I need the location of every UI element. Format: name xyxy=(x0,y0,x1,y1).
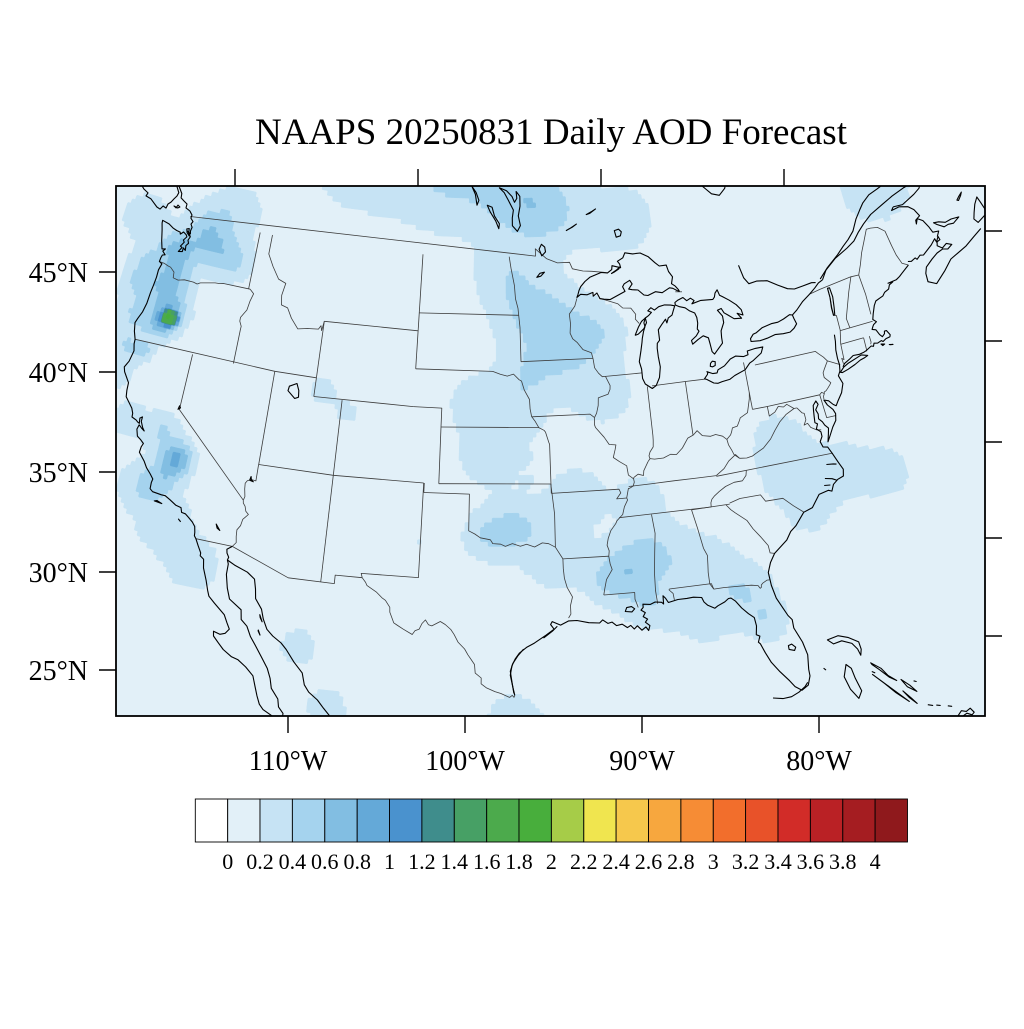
svg-text:0: 0 xyxy=(222,849,233,874)
svg-text:3.6: 3.6 xyxy=(797,849,825,874)
svg-text:100°W: 100°W xyxy=(425,746,505,777)
svg-text:1.4: 1.4 xyxy=(441,849,469,874)
svg-text:25°N: 25°N xyxy=(29,656,88,687)
svg-text:2.2: 2.2 xyxy=(570,849,598,874)
svg-text:3.4: 3.4 xyxy=(764,849,792,874)
svg-text:1: 1 xyxy=(384,849,395,874)
svg-text:3.8: 3.8 xyxy=(829,849,857,874)
svg-text:35°N: 35°N xyxy=(29,458,88,489)
svg-text:80°W: 80°W xyxy=(786,746,852,777)
svg-text:4: 4 xyxy=(870,849,881,874)
svg-text:0.8: 0.8 xyxy=(343,849,371,874)
svg-text:2.8: 2.8 xyxy=(667,849,695,874)
svg-text:0.4: 0.4 xyxy=(279,849,307,874)
svg-text:3.2: 3.2 xyxy=(732,849,760,874)
svg-text:1.6: 1.6 xyxy=(473,849,501,874)
svg-text:1.2: 1.2 xyxy=(408,849,436,874)
svg-text:40°N: 40°N xyxy=(29,358,88,389)
svg-text:1.8: 1.8 xyxy=(505,849,533,874)
svg-text:45°N: 45°N xyxy=(29,258,88,289)
svg-text:2: 2 xyxy=(546,849,557,874)
svg-text:110°W: 110°W xyxy=(249,746,328,777)
svg-text:2.6: 2.6 xyxy=(635,849,663,874)
svg-text:2.4: 2.4 xyxy=(602,849,630,874)
svg-text:0.6: 0.6 xyxy=(311,849,339,874)
svg-text:NAAPS 20250831 Daily AOD Forec: NAAPS 20250831 Daily AOD Forecast xyxy=(255,112,848,153)
svg-text:30°N: 30°N xyxy=(29,558,88,589)
svg-text:0.2: 0.2 xyxy=(246,849,274,874)
svg-text:3: 3 xyxy=(708,849,719,874)
svg-text:90°W: 90°W xyxy=(609,746,675,777)
